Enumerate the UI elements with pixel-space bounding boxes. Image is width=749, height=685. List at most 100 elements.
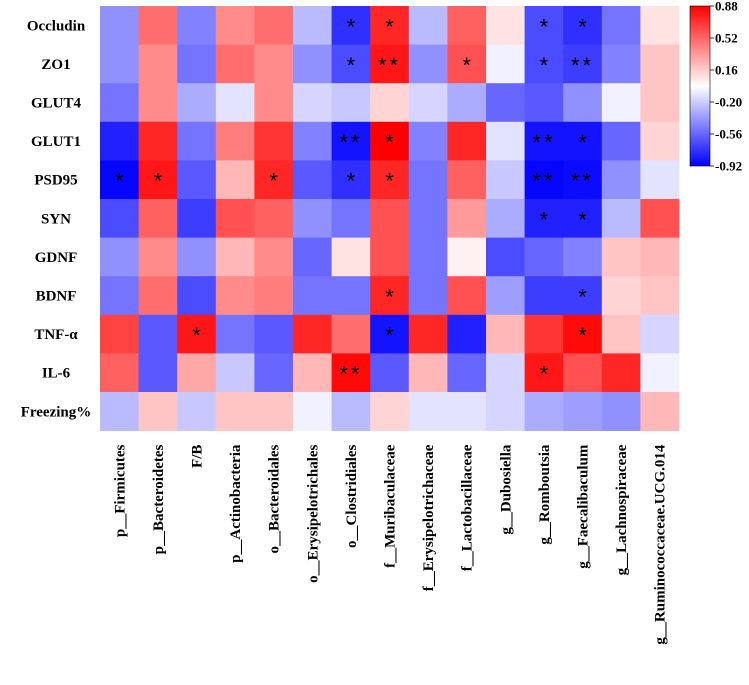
heatmap-cell xyxy=(100,237,139,277)
heatmap-cell xyxy=(177,121,217,161)
heatmap-cell xyxy=(331,314,371,354)
heatmap-cell xyxy=(293,121,332,161)
heatmap-cell xyxy=(331,160,371,200)
significance-mark: * xyxy=(115,169,124,194)
heatmap-cell xyxy=(100,392,139,431)
heatmap-cell xyxy=(293,276,332,316)
heatmap-cell xyxy=(177,160,217,200)
heatmap-cell xyxy=(370,83,410,123)
column-labels: p__Firmicutes p__Bacteroidetes F/B p__Actin… xyxy=(112,444,668,644)
heatmap-cell xyxy=(563,314,603,354)
colorbar-tick-label: 0.88 xyxy=(715,0,738,14)
row-label: Freezing% xyxy=(21,404,92,420)
row-label: SYN xyxy=(41,211,71,227)
significance-mark: ** xyxy=(571,53,594,78)
heatmap-cell xyxy=(138,314,178,354)
heatmap-cell xyxy=(370,160,410,200)
colorbar-ticks: 0.88 0.52 0.16 -0.20 -0.56 -0.92 xyxy=(710,0,743,174)
heatmap-cell xyxy=(408,83,448,123)
heatmap-cell xyxy=(408,314,448,354)
heatmap-cell xyxy=(254,121,294,161)
heatmap-cell xyxy=(524,6,564,45)
heatmap-cell xyxy=(215,237,255,277)
heatmap-cell xyxy=(331,276,371,316)
heatmap-cell xyxy=(447,199,487,238)
heatmap-cell xyxy=(447,83,487,123)
colorbar-tick-label: -0.92 xyxy=(715,159,742,174)
heatmap-cell xyxy=(254,276,294,316)
heatmap-cell xyxy=(563,276,603,316)
significance-mark: * xyxy=(347,169,356,194)
column-label: p__Actinobacteria xyxy=(228,444,244,563)
significance-mark: ** xyxy=(378,53,401,78)
heatmap-cell xyxy=(563,6,603,45)
heatmap-cell xyxy=(640,353,680,393)
heatmap-cell xyxy=(640,314,680,354)
heatmap-cell xyxy=(486,6,525,45)
heatmap-cell xyxy=(408,353,448,393)
heatmap-cell xyxy=(138,353,178,393)
significance-mark: * xyxy=(347,53,356,78)
heatmap-cell xyxy=(138,121,178,161)
heatmap-cell xyxy=(640,83,680,123)
heatmap-cell xyxy=(254,314,294,354)
heatmap-cell xyxy=(293,44,332,84)
heatmap-cell xyxy=(215,199,255,238)
significance-mark: * xyxy=(578,285,587,310)
heatmap-cell xyxy=(408,6,448,45)
heatmap-cell xyxy=(370,237,410,277)
significance-mark: ** xyxy=(532,130,555,155)
heatmap-cell xyxy=(100,199,139,238)
heatmap-cell xyxy=(254,6,294,45)
significance-mark: * xyxy=(385,14,394,39)
heatmap-cell xyxy=(177,392,217,431)
column-label: g__Lachnospiraceae xyxy=(614,444,630,575)
heatmap-cell xyxy=(408,160,448,200)
column-label: f__Lactobacillaceae xyxy=(460,444,476,571)
heatmap-cell xyxy=(100,276,139,316)
heatmap-cell xyxy=(486,160,525,200)
heatmap-cell xyxy=(408,276,448,316)
heatmap-cell xyxy=(601,314,641,354)
heatmap-cell xyxy=(486,121,525,161)
heatmap-cell xyxy=(177,44,217,84)
heatmap-cell xyxy=(370,44,410,84)
heatmap-cell xyxy=(331,44,371,84)
heatmap-cell xyxy=(293,314,332,354)
heatmap-cell xyxy=(447,353,487,393)
heatmap-cell xyxy=(601,237,641,277)
column-label: p__Firmicutes xyxy=(112,444,128,537)
heatmap-cell xyxy=(370,392,410,431)
heatmap-cell xyxy=(254,353,294,393)
heatmap-cell xyxy=(563,353,603,393)
column-label: g__Ruminococcaceae.UCG.014 xyxy=(653,444,669,644)
heatmap-cell xyxy=(563,83,603,123)
heatmap-cell xyxy=(138,237,178,277)
heatmap-cell xyxy=(215,276,255,316)
heatmap-cell xyxy=(370,314,410,354)
heatmap-cell xyxy=(601,160,641,200)
heatmap-cell xyxy=(177,6,217,45)
heatmap-cell xyxy=(138,276,178,316)
heatmap-cell xyxy=(138,199,178,238)
heatmap-cell xyxy=(601,276,641,316)
heatmap-cell xyxy=(640,237,680,277)
significance-mark: * xyxy=(385,323,394,348)
significance-mark: * xyxy=(578,14,587,39)
heatmap-cell xyxy=(331,353,371,393)
column-label: f__Muribaculaceae xyxy=(383,444,399,568)
heatmap-cell xyxy=(370,121,410,161)
heatmap-cell xyxy=(138,160,178,200)
column-label: F/B xyxy=(190,445,206,468)
heatmap-cell xyxy=(100,121,139,161)
heatmap-cell xyxy=(486,276,525,316)
row-label: IL-6 xyxy=(42,366,71,382)
heatmap-cell xyxy=(486,199,525,238)
heatmap-cell xyxy=(177,199,217,238)
heatmap-cell xyxy=(177,237,217,277)
heatmap-cell xyxy=(254,83,294,123)
significance-mark: * xyxy=(578,130,587,155)
heatmap-cell xyxy=(563,199,603,238)
heatmap-cell xyxy=(100,160,139,200)
heatmap-cell xyxy=(447,6,487,45)
